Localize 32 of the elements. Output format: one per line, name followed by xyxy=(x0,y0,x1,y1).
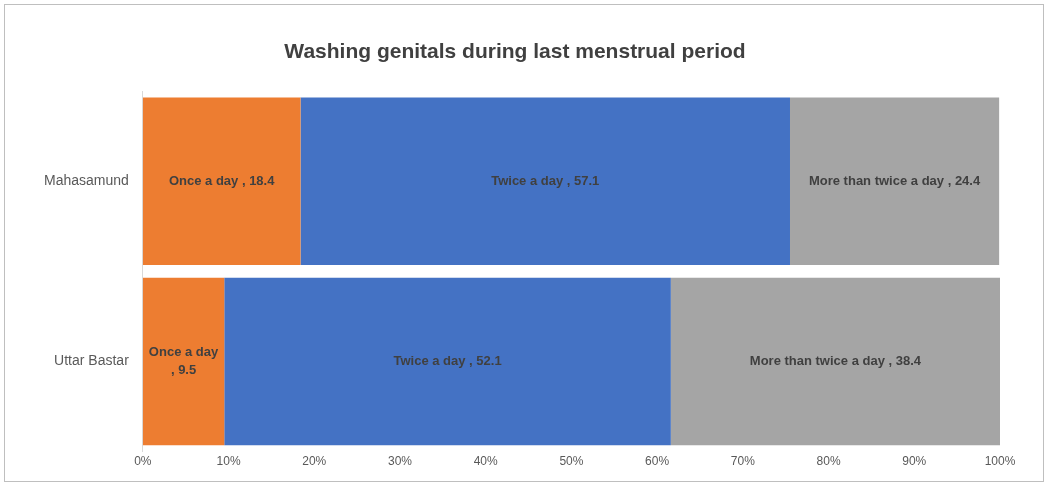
data-label: , 57.1 xyxy=(563,172,600,188)
y-tick-label: Uttar Bastar xyxy=(54,352,130,369)
x-tick-label: 50% xyxy=(559,454,584,469)
x-tick-label: 60% xyxy=(645,454,670,469)
x-tick-label: 80% xyxy=(816,454,841,469)
x-tick-label: 30% xyxy=(387,454,413,469)
data-label: , 18.4 xyxy=(238,172,276,188)
bar xyxy=(670,277,1000,446)
bar xyxy=(142,97,301,266)
bar xyxy=(789,97,1000,266)
text: More than twice a day xyxy=(749,353,885,369)
series-label: Twice a day xyxy=(491,172,564,188)
y-tick-label: Mahasamund xyxy=(44,172,129,189)
data-label: , 24.4 xyxy=(944,172,981,188)
chart-title: Washing genitals during last menstrual period xyxy=(284,39,746,63)
x-tick-label: 100% xyxy=(984,454,1016,469)
x-tick-label: 70% xyxy=(730,454,756,469)
text: Twice a day xyxy=(393,353,466,369)
series-label: Once a day xyxy=(148,344,219,360)
data-label: , 38.4 xyxy=(884,353,922,369)
x-tick-label: 20% xyxy=(302,454,327,469)
text: Once a day xyxy=(168,172,239,188)
bar xyxy=(224,277,671,446)
data-label: , 52.1 xyxy=(465,353,502,369)
bar xyxy=(142,277,225,446)
x-tick-label: 10% xyxy=(216,454,241,469)
bar xyxy=(300,97,790,266)
series-label: More than twice a day xyxy=(808,172,945,188)
x-tick-label: 90% xyxy=(902,454,927,469)
data-label: , 9.5 xyxy=(170,362,197,378)
x-tick-label: 40% xyxy=(473,454,499,469)
x-tick-label: 0% xyxy=(134,454,152,469)
